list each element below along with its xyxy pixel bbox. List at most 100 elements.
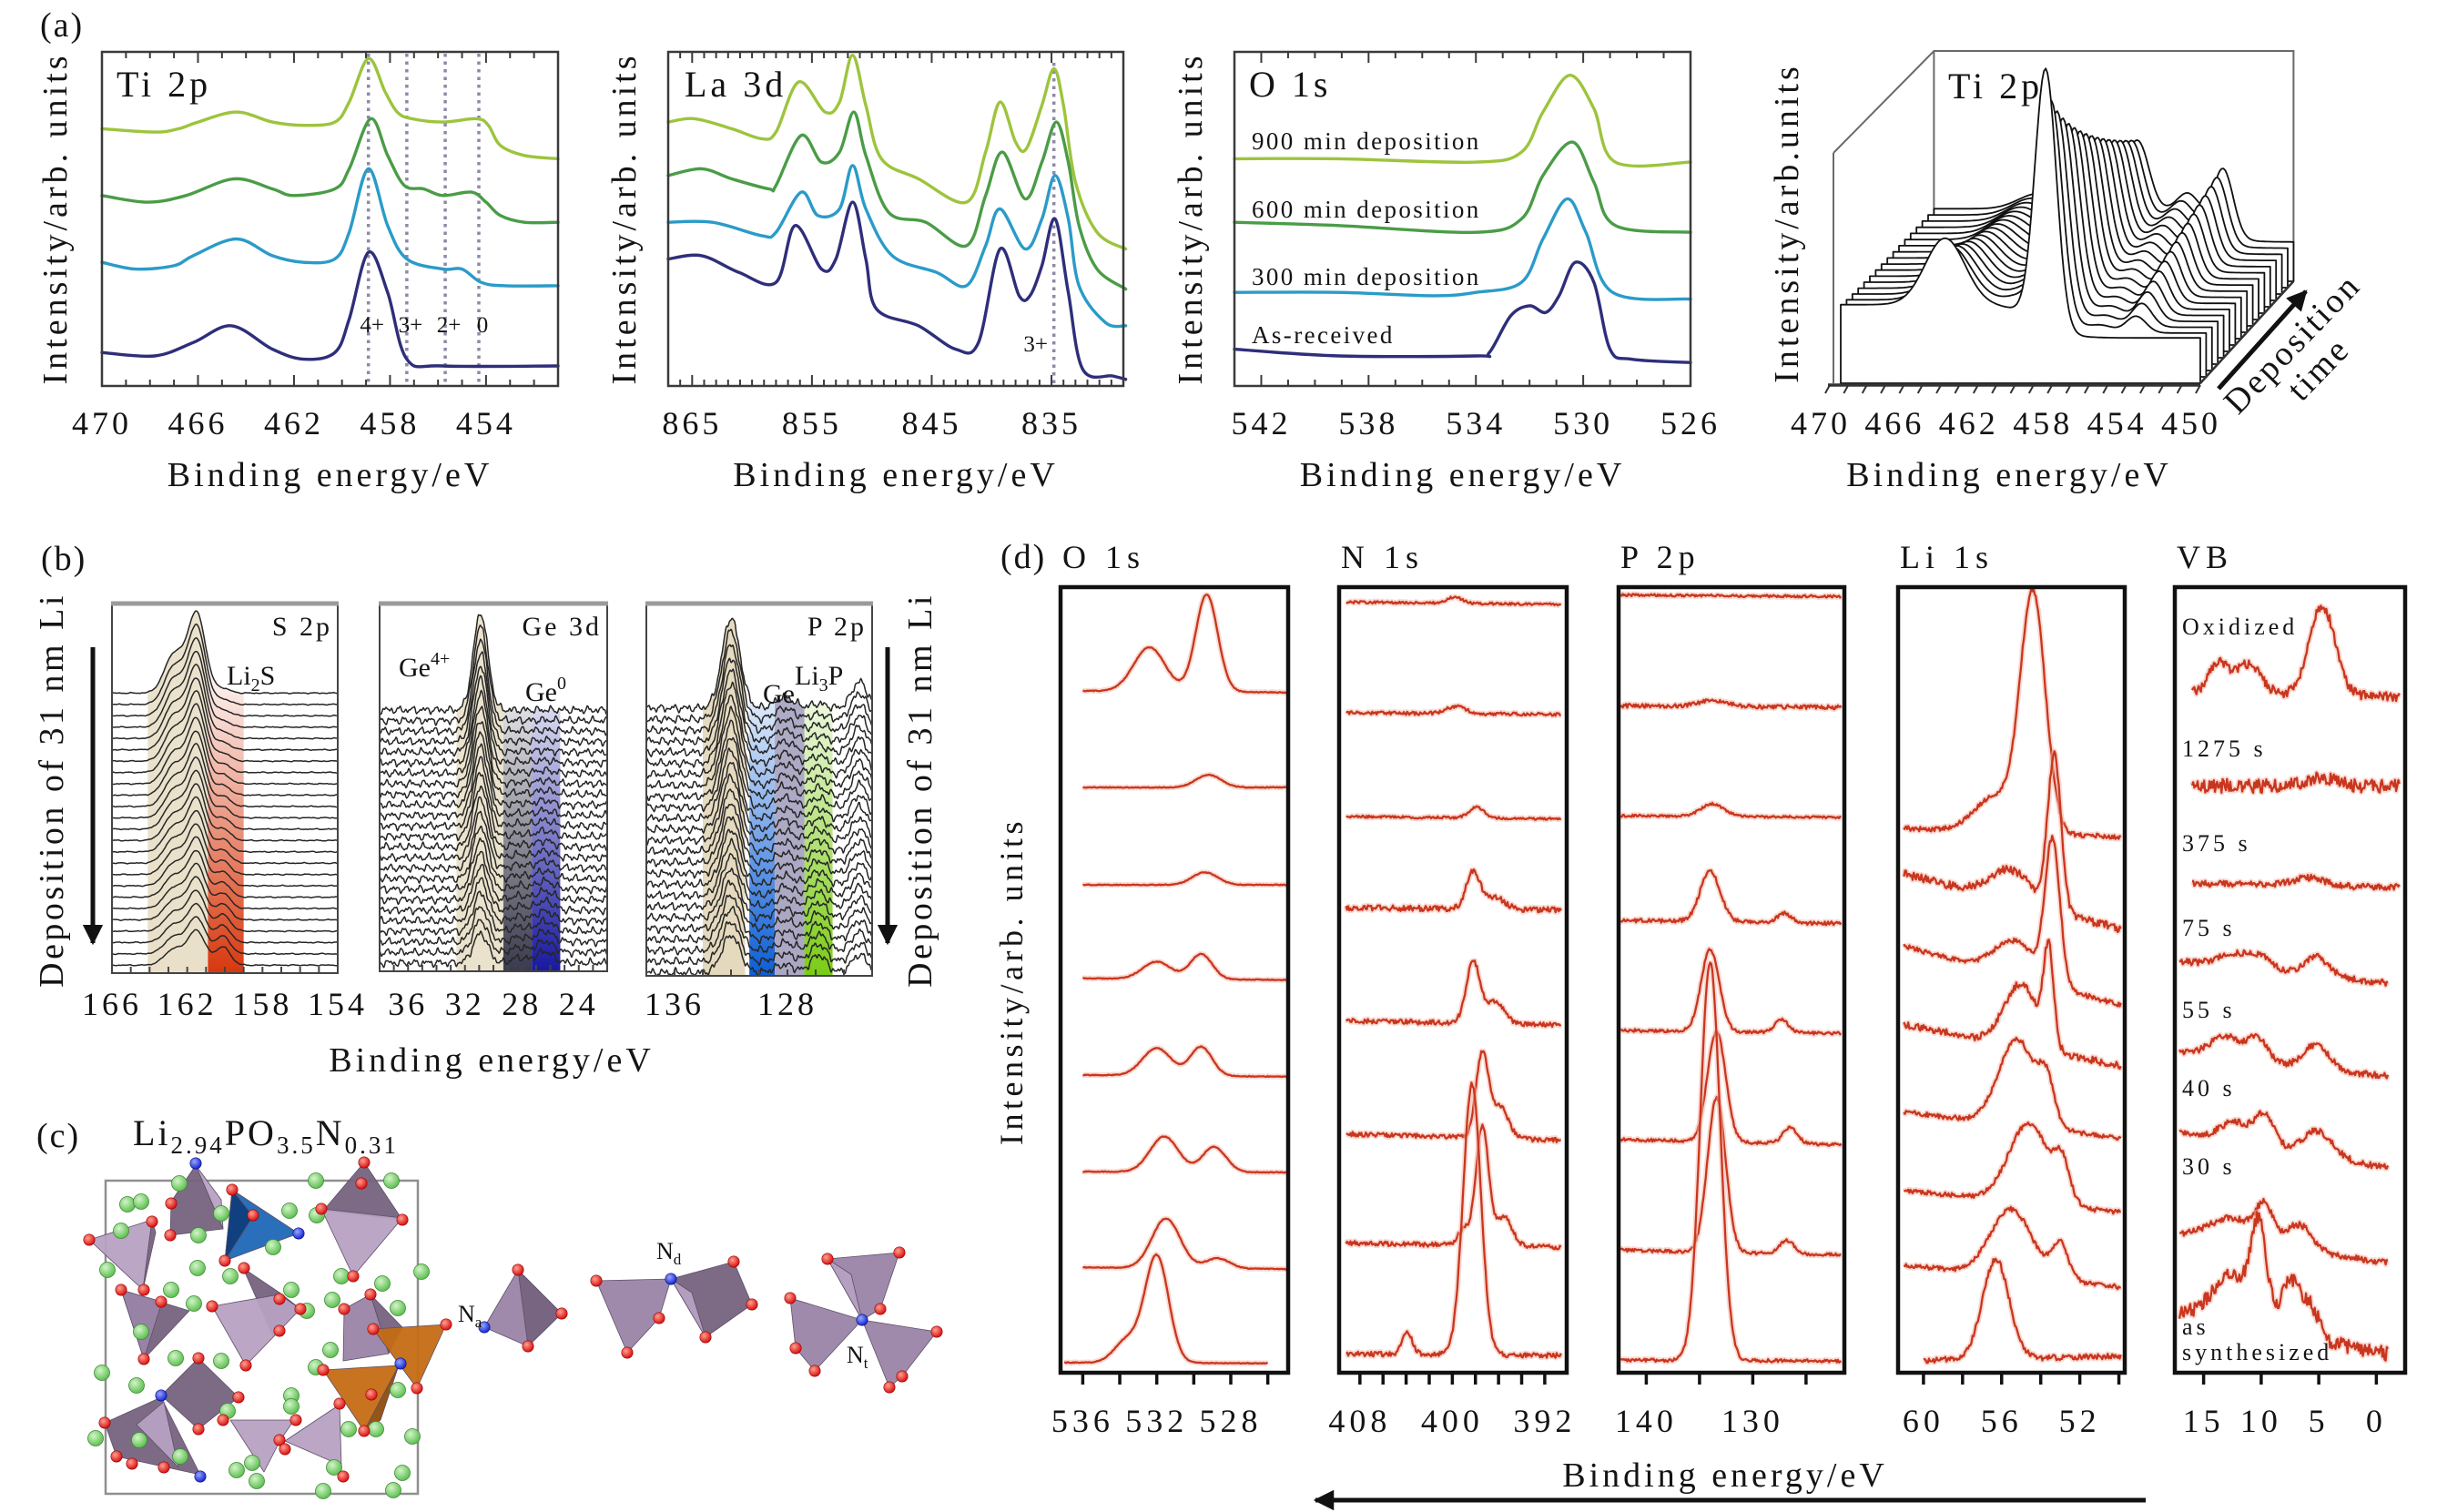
chart-d-p2p: 140 130 P 2p (1615, 539, 1847, 1439)
li-atom (163, 1282, 179, 1298)
highlight-band (749, 618, 776, 976)
series-label: as (2182, 1314, 2209, 1340)
spectrum-line (1233, 74, 1692, 168)
li-atom (190, 1227, 207, 1243)
d-y-axis-label: Intensity/arb. units (993, 817, 1030, 1145)
o-atom (98, 1416, 111, 1429)
series-label: As-received (1252, 321, 1395, 349)
n-atom (194, 1470, 207, 1483)
spectrum-line (1620, 593, 1843, 599)
annotation-base: Li (227, 661, 251, 691)
polyhedron (517, 1269, 563, 1347)
x-tick (1861, 384, 1868, 394)
o-atom (821, 1253, 834, 1265)
spectrum-halo (1619, 946, 1843, 1038)
annotation-base: Li (795, 661, 819, 691)
waterfall-trace (645, 736, 873, 813)
x-tick-label: 532 (1125, 1403, 1188, 1439)
li-atom (113, 1223, 129, 1239)
o-atom (355, 1177, 368, 1190)
chart-d-vb: Oxidized 1275 s 375 s 75 s 55 s 40 s 30 s assyn… (2172, 539, 2408, 1439)
li-atom (119, 1196, 136, 1213)
o-atom (317, 1364, 330, 1376)
waterfall-trace (111, 637, 339, 717)
waterfall-trace (111, 690, 339, 763)
o-atom (126, 1457, 138, 1470)
x-tick-label: 28 (502, 986, 542, 1022)
spectrum-line (1903, 1036, 2122, 1142)
spectrum-line (1345, 595, 1562, 607)
spectrum-halo (1344, 1048, 1563, 1145)
x-tick-label: 408 (1328, 1403, 1391, 1439)
o-atom (226, 1183, 239, 1196)
waterfall-trace (379, 825, 607, 884)
spectrum-line (1923, 1257, 2122, 1365)
x-tick-label: 538 (1338, 405, 1398, 441)
panel-b: (b) Deposition of 31 nm Li Deposition of… (33, 540, 939, 1080)
li-atom (383, 1172, 400, 1189)
plot-frame (1616, 584, 1847, 1375)
x-tick-label: 136 (645, 986, 705, 1022)
waterfall-trace (645, 644, 873, 736)
panel-title: VB (2177, 539, 2233, 575)
o-atom (137, 1284, 150, 1296)
o-atom (294, 1303, 307, 1315)
o-atom (155, 1295, 168, 1308)
x-tick (2176, 384, 2183, 394)
formula-li: Li (133, 1112, 171, 1153)
x-tick-label: 5 (2309, 1403, 2330, 1439)
spectrum-line (2191, 604, 2401, 703)
waterfall-trace (645, 894, 873, 945)
series-label: 30 s (2182, 1153, 2236, 1180)
panel-title: O 1s (1062, 539, 1145, 575)
x-tick-label: 32 (445, 986, 485, 1022)
o-atom (115, 1284, 127, 1296)
li-atom (283, 1398, 300, 1415)
box-edge-floor-right (2199, 280, 2295, 384)
chart-la3d: 3+ 865 855 845 835 Binding energy/eV Intensity… (605, 50, 1128, 494)
annotation-base: Ge (399, 653, 431, 683)
waterfall-trace (379, 877, 608, 927)
waterfall-trace (379, 705, 608, 789)
chart-d-o1s: 536 532 528 O 1s (1051, 539, 1291, 1439)
o-atom (440, 1318, 452, 1331)
o-atom (218, 1254, 231, 1267)
waterfall-trace (112, 743, 339, 808)
waterfall-trace (379, 837, 608, 895)
spectrum-line (1064, 1253, 1268, 1365)
x-tick-label: 865 (662, 405, 722, 441)
waterfall-trace (379, 810, 608, 873)
li-atom (213, 1205, 229, 1222)
o-atom (396, 1213, 409, 1226)
waterfall-trace (379, 906, 608, 948)
x-tick-label: 466 (1864, 405, 1924, 441)
spectrum-line (1903, 835, 2122, 1008)
spectrum-line (1082, 594, 1287, 695)
waterfall-trace (645, 879, 873, 935)
o-atom (192, 1352, 205, 1365)
series-label: Oxidized (2182, 614, 2298, 640)
polyhedron (136, 1401, 179, 1468)
o-atom (930, 1325, 943, 1338)
x-tick-label: 470 (1791, 405, 1851, 441)
li-atom (186, 1295, 202, 1312)
o-atom (217, 1414, 229, 1426)
li-atom (322, 1342, 339, 1358)
plot-frame (2172, 584, 2408, 1375)
o-atom (367, 1323, 380, 1335)
reference-label: 0 (477, 313, 489, 338)
x-tick-label: 400 (1421, 1403, 1484, 1439)
waterfall-trace (112, 716, 339, 786)
x-tick (1991, 384, 1998, 394)
spectrum-line (666, 200, 1128, 381)
n-atom (478, 1321, 491, 1334)
o-atom (146, 1215, 158, 1228)
o-atom (232, 1391, 245, 1404)
waterfall-trace (379, 796, 608, 863)
waterfall-trace (645, 617, 873, 714)
panel-title: P 2p (1620, 539, 1701, 575)
waterfall-trace (111, 664, 338, 740)
n-atom (856, 1314, 868, 1326)
o-atom (137, 1353, 150, 1365)
spectrum-line (1903, 1121, 2122, 1215)
